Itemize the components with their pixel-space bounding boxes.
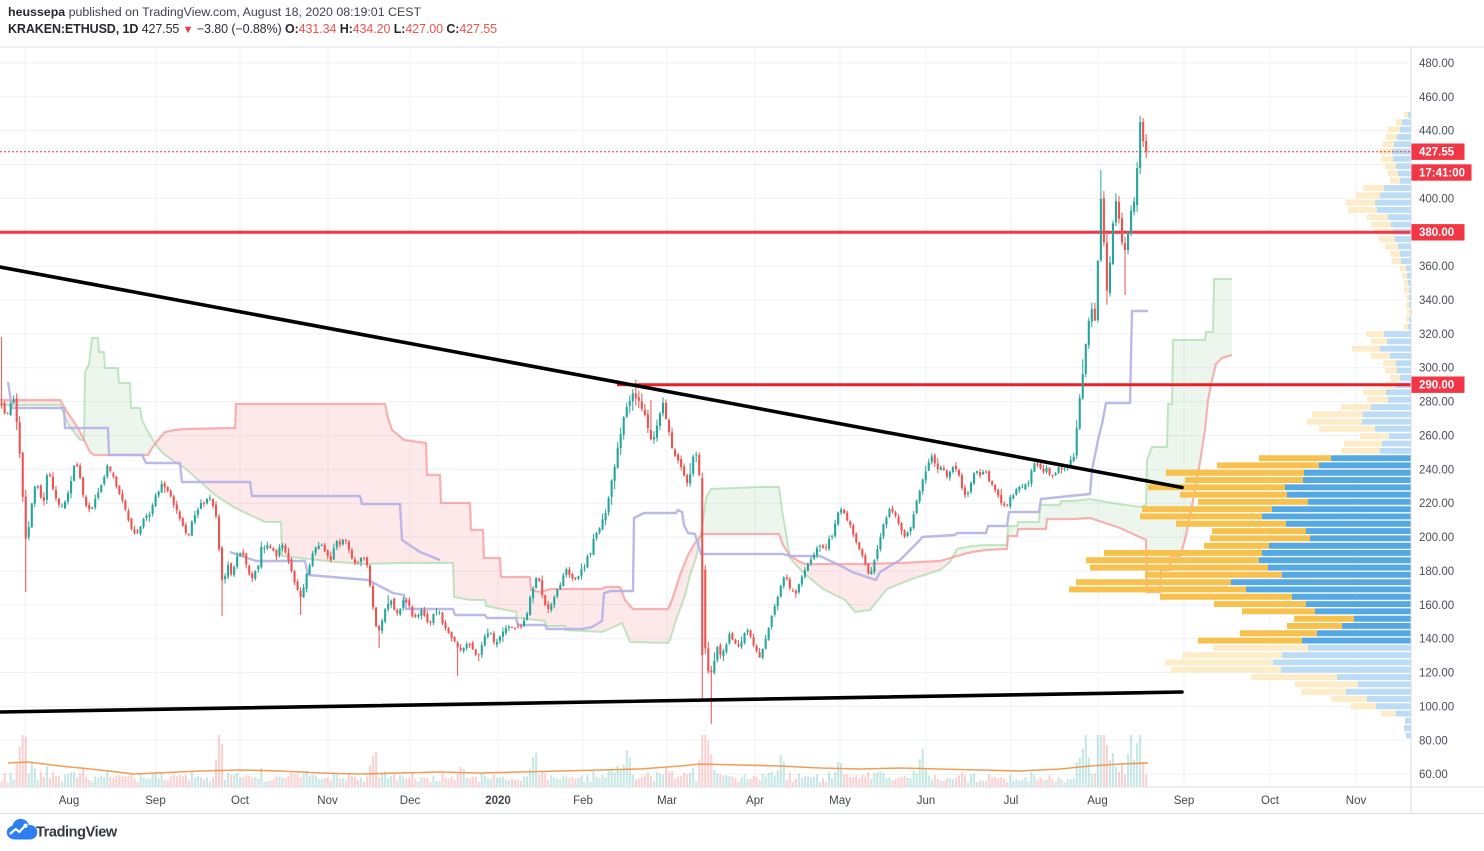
svg-text:200.00: 200.00 — [1419, 532, 1454, 544]
svg-text:220.00: 220.00 — [1419, 498, 1454, 510]
svg-text:Nov: Nov — [317, 795, 338, 807]
svg-text:May: May — [829, 795, 851, 807]
svg-text:17:41:00: 17:41:00 — [1419, 168, 1465, 180]
svg-text:380.00: 380.00 — [1419, 227, 1454, 239]
svg-text:Sep: Sep — [1174, 795, 1194, 807]
svg-text:427.55: 427.55 — [1419, 147, 1455, 159]
svg-text:300.00: 300.00 — [1419, 363, 1454, 375]
svg-text:290.00: 290.00 — [1419, 380, 1454, 392]
svg-text:Oct: Oct — [1261, 795, 1280, 807]
svg-text:Nov: Nov — [1346, 795, 1367, 807]
svg-text:480.00: 480.00 — [1419, 58, 1454, 70]
svg-text:360.00: 360.00 — [1419, 261, 1454, 273]
svg-text:260.00: 260.00 — [1419, 431, 1454, 443]
svg-text:Aug: Aug — [1087, 795, 1107, 807]
svg-text:Jun: Jun — [917, 795, 936, 807]
svg-text:400.00: 400.00 — [1419, 193, 1454, 205]
svg-text:460.00: 460.00 — [1419, 92, 1454, 104]
svg-text:100.00: 100.00 — [1419, 701, 1454, 713]
svg-text:340.00: 340.00 — [1419, 295, 1454, 307]
svg-text:440.00: 440.00 — [1419, 126, 1454, 138]
svg-text:Mar: Mar — [657, 795, 677, 807]
svg-text:Sep: Sep — [145, 795, 165, 807]
svg-text:320.00: 320.00 — [1419, 329, 1454, 341]
svg-text:Dec: Dec — [400, 795, 421, 807]
svg-text:Jul: Jul — [1004, 795, 1019, 807]
svg-text:TradingView: TradingView — [36, 825, 118, 841]
svg-text:2020: 2020 — [485, 795, 511, 807]
svg-text:80.00: 80.00 — [1419, 735, 1448, 747]
svg-text:160.00: 160.00 — [1419, 600, 1454, 612]
svg-text:Oct: Oct — [231, 795, 250, 807]
svg-text:Aug: Aug — [59, 795, 79, 807]
svg-text:140.00: 140.00 — [1419, 634, 1454, 646]
svg-text:120.00: 120.00 — [1419, 668, 1454, 680]
svg-text:60.00: 60.00 — [1419, 769, 1448, 781]
svg-text:Feb: Feb — [573, 795, 593, 807]
svg-text:240.00: 240.00 — [1419, 464, 1454, 476]
svg-text:Apr: Apr — [746, 795, 764, 807]
svg-text:180.00: 180.00 — [1419, 566, 1454, 578]
svg-text:280.00: 280.00 — [1419, 397, 1454, 409]
